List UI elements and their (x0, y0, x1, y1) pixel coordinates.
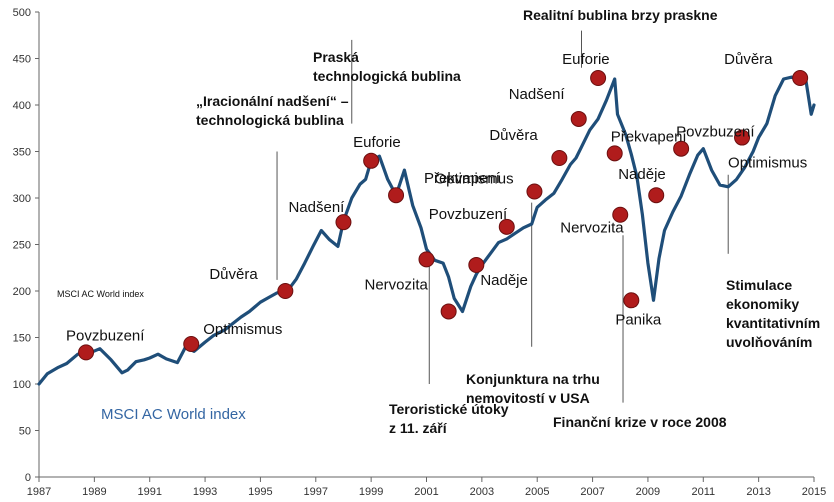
annotation-text: Finanční krize v roce 2008 (553, 414, 727, 430)
x-tick-label: 1987 (27, 486, 51, 498)
phase-label: Euforie (353, 134, 401, 151)
annotations: „Iracionální nadšení“ – technologická bub… (196, 7, 820, 436)
y-tick-label: 150 (13, 333, 31, 345)
phase-label: Naděje (480, 272, 528, 289)
x-tick-label: 2005 (525, 486, 549, 498)
annotation-text: Teroristické útoky (389, 401, 509, 417)
phase-marker (78, 344, 95, 361)
y-tick-label: 100 (13, 379, 31, 391)
phase-label: Důvěra (489, 127, 538, 144)
x-tick-label: 2003 (470, 486, 494, 498)
y-tick-label: 300 (13, 193, 31, 205)
x-tick-label: 1991 (137, 486, 161, 498)
x-tick-label: 2013 (746, 486, 770, 498)
y-tick-label: 50 (19, 426, 31, 438)
phase-marker (590, 70, 607, 87)
phase-marker (183, 336, 200, 353)
phase-marker (792, 70, 809, 87)
phase-marker (606, 145, 623, 162)
phase-label: Překvapení (611, 128, 688, 145)
y-tick-labels: 0 50 100 150 200 250 300 350 400 450 500 (13, 7, 39, 484)
y-axis: 0 50 100 150 200 250 300 350 400 450 500 (13, 7, 40, 484)
x-tick-label: 2011 (691, 486, 715, 498)
legend-label: MSCI AC World index (101, 406, 246, 423)
y-tick-label: 250 (13, 240, 31, 252)
small-index-label: MSCI AC World index (57, 289, 144, 299)
annotation-text: Praská (313, 49, 359, 65)
y-tick-label: 200 (13, 286, 31, 298)
y-tick-label: 500 (13, 7, 31, 19)
phase-label: Naděje (618, 166, 666, 183)
phase-marker (363, 152, 380, 169)
x-tick-label: 1989 (82, 486, 106, 498)
phase-marker (468, 256, 485, 273)
x-tick-label: 2009 (636, 486, 660, 498)
phase-label: Překvapení (424, 170, 501, 187)
phase-label: Nadšení (509, 86, 566, 103)
annotation-text: Stimulace (726, 277, 792, 293)
phase-marker (335, 214, 352, 231)
phase-label: Nadšení (288, 199, 345, 216)
y-tick-label: 450 (13, 54, 31, 66)
x-tick-label: 2015 (802, 486, 826, 498)
phase-markers (78, 70, 809, 361)
x-tick-labels: 1987 1989 1991 1993 1995 1997 1999 2001 2003 2005… (27, 477, 826, 498)
phase-label: Nervozita (560, 220, 624, 237)
y-tick-label: 400 (13, 100, 31, 112)
phase-marker (526, 183, 543, 200)
phase-marker (623, 292, 640, 309)
phase-marker (277, 283, 294, 299)
x-tick-label: 2007 (580, 486, 604, 498)
x-tick-label: 1997 (304, 486, 328, 498)
phase-label: Důvěra (209, 266, 258, 283)
phase-label: Povzbuzení (676, 124, 755, 141)
phase-label: Panika (615, 311, 662, 328)
phase-marker (418, 251, 435, 268)
phase-label: Povzbuzení (66, 327, 145, 344)
x-tick-label: 2001 (414, 486, 438, 498)
phase-marker (673, 140, 690, 157)
phase-label: Povzbuzení (429, 206, 508, 223)
phase-marker (551, 150, 568, 167)
annotation-text: nemovitostí v USA (466, 390, 590, 406)
phase-marker (388, 187, 405, 204)
phase-labels: Povzbuzení Optimismus Důvěra Nadšení Euforie… (66, 51, 807, 344)
annotation-text: ekonomiky (726, 296, 799, 312)
annotation-text: kvantitativním (726, 315, 820, 331)
annotation-text: Konjunktura na trhu (466, 371, 600, 387)
phase-marker (734, 129, 751, 146)
phase-marker (498, 218, 515, 235)
phase-label: Euforie (562, 51, 610, 68)
y-tick-label: 0 (25, 472, 31, 484)
x-tick-label: 1993 (193, 486, 217, 498)
x-tick-label: 1999 (359, 486, 383, 498)
annotation-text: Realitní bublina brzy praskne (523, 7, 718, 23)
annotation-text: „Iracionální nadšení“ – (196, 93, 349, 109)
phase-label: Optimismus (728, 155, 807, 172)
phase-marker (440, 303, 457, 320)
x-tick-label: 1995 (248, 486, 272, 498)
phase-label: Nervozita (365, 276, 429, 293)
phase-label: Optimismus (434, 170, 513, 187)
annotation-text: technologická bublina (313, 68, 461, 84)
y-tick-label: 350 (13, 147, 31, 159)
annotation-text: z 11. září (389, 420, 448, 436)
phase-marker (612, 206, 629, 223)
phase-label: Optimismus (203, 321, 282, 338)
phase-marker (648, 187, 665, 204)
x-axis: 1987 1989 1991 1993 1995 1997 1999 2001 2003 2005… (27, 476, 826, 498)
phase-label: Důvěra (724, 51, 773, 68)
annotation-text: technologická bublina (196, 112, 344, 128)
phase-marker (570, 110, 587, 127)
annotation-text: uvolňováním (726, 334, 812, 350)
